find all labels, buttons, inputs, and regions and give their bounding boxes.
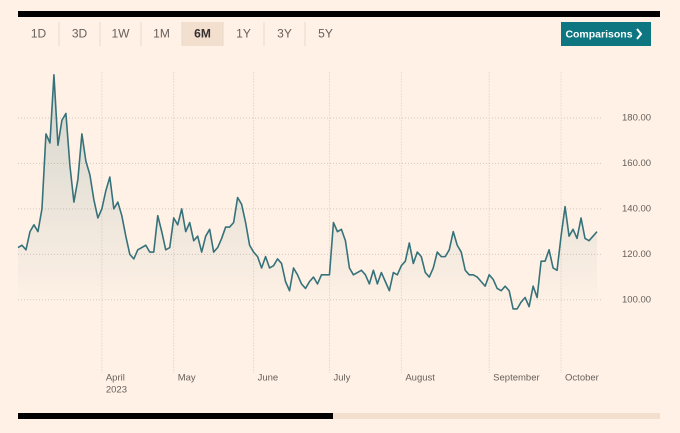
range-button-bg[interactable] [59, 22, 100, 46]
range-button[interactable]: 5Y [304, 22, 346, 46]
range-button-bg[interactable] [182, 22, 223, 46]
range-button[interactable]: 6M [181, 22, 223, 46]
range-button[interactable]: 1W [99, 22, 141, 46]
range-button[interactable]: 1D [18, 22, 59, 46]
range-label[interactable]: 3Y [277, 27, 292, 41]
comparisons-label[interactable]: Comparisons [565, 28, 632, 40]
range-label[interactable]: 1D [31, 27, 47, 41]
x-tick-label: September [493, 373, 539, 384]
y-tick-label: 100.00 [622, 294, 651, 305]
y-tick-label: 160.00 [622, 158, 651, 169]
range-button[interactable]: 1Y [222, 22, 264, 46]
x-tick-label: July [333, 373, 350, 384]
year-label: 2023 [106, 385, 127, 396]
range-label[interactable]: 3D [72, 27, 88, 41]
comparisons-button[interactable]: Comparisons [561, 22, 651, 46]
y-tick-label: 180.00 [622, 112, 651, 123]
x-tick-label: June [258, 373, 279, 384]
range-button[interactable]: 3Y [263, 22, 305, 46]
range-label[interactable]: 6M [194, 27, 211, 41]
range-button-bg[interactable] [141, 22, 182, 46]
y-tick-label: 140.00 [622, 203, 651, 214]
x-tick-label: May [178, 373, 196, 384]
plot: 100.00 120.00 140.00 160.00 180.00 April May Ju… [17, 72, 651, 396]
range-selector: 1D 3D 1W 1M 6M 1Y 3Y 5Y [18, 22, 346, 46]
range-label[interactable]: 1Y [236, 27, 251, 41]
x-tick-label: April [106, 373, 125, 384]
range-button-bg[interactable] [305, 22, 346, 46]
x-tick-label: October [565, 373, 599, 384]
x-tick-label: August [405, 373, 435, 384]
y-tick-label: 120.00 [622, 249, 651, 260]
price-line [17, 73, 598, 310]
range-button-bg[interactable] [223, 22, 264, 46]
scroll-track [18, 413, 660, 419]
range-label[interactable]: 1M [153, 27, 170, 41]
line-area [18, 74, 597, 309]
comparisons-bg[interactable] [561, 22, 651, 46]
chevron-icon [636, 28, 643, 40]
range-button-bg[interactable] [100, 22, 141, 46]
range-label[interactable]: 1W [112, 27, 131, 41]
range-label[interactable]: 5Y [318, 27, 333, 41]
top-bar [18, 11, 660, 17]
scroll-thumb[interactable] [18, 413, 333, 419]
range-button[interactable]: 3D [58, 22, 100, 46]
range-button[interactable]: 1M [140, 22, 182, 46]
range-button-bg[interactable] [264, 22, 305, 46]
range-button-bg[interactable] [18, 22, 59, 46]
